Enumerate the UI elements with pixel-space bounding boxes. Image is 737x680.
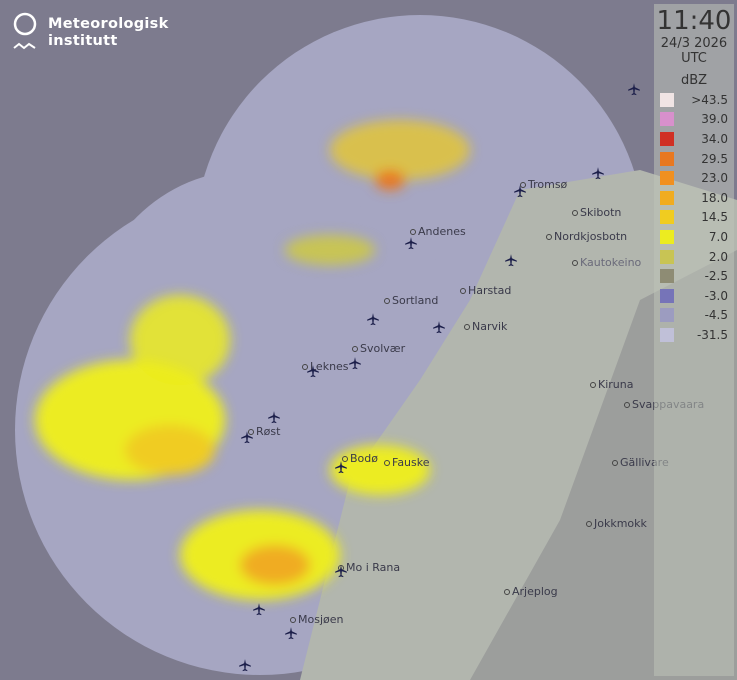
place-label: Svolvær bbox=[352, 342, 405, 355]
airplane-icon bbox=[514, 185, 526, 198]
legend-value: 34.0 bbox=[701, 131, 728, 146]
place-label: Harstad bbox=[460, 284, 511, 297]
legend-item: >43.5 bbox=[654, 90, 734, 110]
date-label: 24/3 2026 bbox=[660, 36, 728, 51]
place-label: Kautokeino bbox=[572, 256, 641, 269]
timezone-label: UTC bbox=[681, 51, 707, 66]
legend-value: -2.5 bbox=[704, 269, 728, 284]
legend-value: 18.0 bbox=[701, 190, 728, 205]
legend-swatch bbox=[660, 269, 674, 284]
time-label: 11:40 bbox=[656, 6, 732, 36]
place-label: Skibotn bbox=[572, 206, 621, 219]
airplane-icon bbox=[335, 461, 347, 474]
legend-swatch bbox=[660, 327, 674, 342]
legend-item: -4.5 bbox=[654, 306, 734, 326]
airplane-icon bbox=[505, 254, 517, 267]
met-logo: Meteorologisk institutt bbox=[12, 12, 169, 52]
legend-swatch bbox=[660, 308, 674, 323]
legend-item: -2.5 bbox=[654, 266, 734, 286]
airplane-icon bbox=[349, 357, 361, 370]
legend-swatch bbox=[660, 151, 674, 166]
met-logo-icon bbox=[13, 12, 37, 50]
place-label: Røst bbox=[248, 425, 280, 438]
legend-swatch bbox=[660, 171, 674, 186]
airplane-icon bbox=[335, 565, 347, 578]
place-label: Fauske bbox=[384, 456, 430, 469]
legend-value: 39.0 bbox=[701, 112, 728, 127]
legend-value: >43.5 bbox=[691, 92, 728, 107]
legend-item: 29.5 bbox=[654, 149, 734, 169]
place-label: Andenes bbox=[410, 225, 466, 238]
legend-swatch bbox=[660, 131, 674, 146]
place-label: Arjeplog bbox=[504, 585, 558, 598]
airplane-icon bbox=[628, 83, 640, 96]
legend-swatch bbox=[660, 229, 674, 244]
place-label: Leknes bbox=[302, 360, 349, 373]
legend-swatch bbox=[660, 210, 674, 225]
legend-item: 2.0 bbox=[654, 247, 734, 267]
place-label: Mo i Rana bbox=[338, 561, 400, 574]
place-label: Mosjøen bbox=[290, 613, 343, 626]
legend-swatch bbox=[660, 92, 674, 107]
airplane-icon bbox=[285, 627, 297, 640]
legend-swatch bbox=[660, 112, 674, 127]
place-label: Tromsø bbox=[520, 178, 567, 191]
legend-item: 39.0 bbox=[654, 110, 734, 130]
airplane-icon bbox=[433, 321, 445, 334]
airplane-icon bbox=[241, 431, 253, 444]
place-label: Narvik bbox=[464, 320, 507, 333]
legend-item: 18.0 bbox=[654, 188, 734, 208]
airplane-icon bbox=[253, 603, 265, 616]
legend-value: 2.0 bbox=[708, 249, 728, 264]
legend-value: 23.0 bbox=[701, 171, 728, 186]
legend-item: 14.5 bbox=[654, 208, 734, 228]
place-label: Nordkjosbotn bbox=[546, 230, 627, 243]
legend-item: -31.5 bbox=[654, 325, 734, 345]
legend-panel: 11:40 24/3 2026 UTC dBZ >43.5 39.0 34.0 29.… bbox=[654, 4, 734, 676]
airplane-icon bbox=[405, 237, 417, 250]
legend-item: -3.0 bbox=[654, 286, 734, 306]
place-label: Jokkmokk bbox=[586, 517, 647, 530]
legend-item: 34.0 bbox=[654, 129, 734, 149]
airplane-icon bbox=[268, 411, 280, 424]
legend-value: -3.0 bbox=[704, 288, 728, 303]
legend-value: -4.5 bbox=[704, 308, 728, 323]
unit-label: dBZ bbox=[680, 73, 708, 88]
logo-line1: Meteorologisk bbox=[48, 16, 169, 32]
legend-item: 23.0 bbox=[654, 168, 734, 188]
airplane-icon bbox=[367, 313, 379, 326]
place-label: Kiruna bbox=[590, 378, 633, 391]
legend-swatch bbox=[660, 288, 674, 303]
place-label: Sortland bbox=[384, 294, 438, 307]
legend-value: 7.0 bbox=[708, 229, 728, 244]
legend-value: -31.5 bbox=[696, 327, 728, 342]
logo-line2: institutt bbox=[48, 33, 118, 49]
airplane-icon bbox=[307, 365, 319, 378]
legend-value: 29.5 bbox=[701, 151, 728, 166]
legend-swatch bbox=[660, 190, 674, 205]
legend-item: 7.0 bbox=[654, 227, 734, 247]
legend-swatch bbox=[660, 249, 674, 264]
place-label: Bodø bbox=[342, 452, 378, 465]
airplane-icon bbox=[592, 167, 604, 180]
legend-value: 14.5 bbox=[701, 210, 728, 225]
radar-echoes bbox=[35, 120, 470, 600]
airplane-icon bbox=[239, 659, 251, 672]
